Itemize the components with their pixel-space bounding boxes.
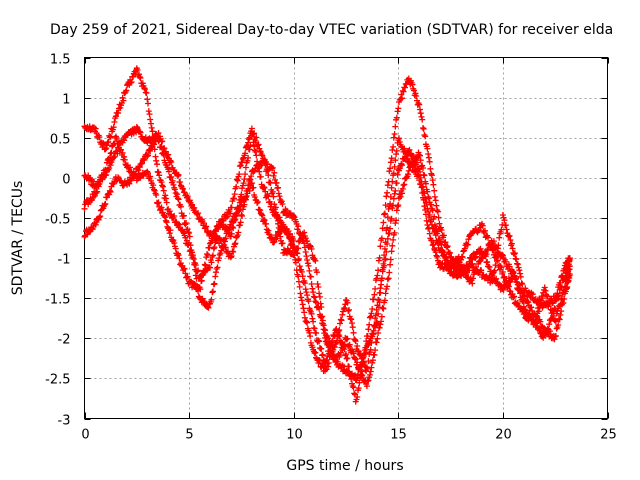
series-track-c (81, 130, 573, 390)
point-markers-track-d (81, 125, 573, 384)
x-tick-label: 20 (495, 428, 512, 443)
y-tick-label: -3 (58, 414, 71, 429)
x-tick-label: 0 (81, 428, 89, 443)
y-tick-label: 1 (62, 93, 70, 108)
y-tick-label: -1.5 (45, 293, 70, 308)
y-tick-label: -1 (58, 253, 71, 268)
y-tick-label: 0 (62, 173, 70, 188)
series-track-d (81, 125, 573, 384)
y-tick-label: 1.5 (50, 53, 71, 68)
x-axis-label: GPS time / hours (286, 458, 403, 474)
point-markers-track-c (81, 130, 573, 390)
plot-frame (84, 57, 608, 419)
x-tick-label: 25 (600, 428, 617, 443)
grid (84, 57, 608, 419)
data-points (81, 65, 573, 405)
tick-labels: 0 5 10 15 20 25 -3 -2.5 -2 -1.5 -1 -0.5 0 0.5 1 1.5 (45, 53, 617, 443)
y-tick-label: 0.5 (50, 133, 71, 148)
y-tick-label: -2.5 (45, 373, 70, 388)
y-axis-label: SDTVAR / TECUs (10, 181, 26, 296)
x-tick-label: 5 (185, 428, 193, 443)
y-tick-label: -2 (58, 333, 71, 348)
y-tick-label: -0.5 (45, 213, 70, 228)
axis-ticks (84, 57, 609, 420)
chart-title: Day 259 of 2021, Sidereal Day-to-day VTE… (50, 22, 613, 38)
x-tick-label: 15 (390, 428, 407, 443)
x-tick-label: 10 (286, 428, 303, 443)
